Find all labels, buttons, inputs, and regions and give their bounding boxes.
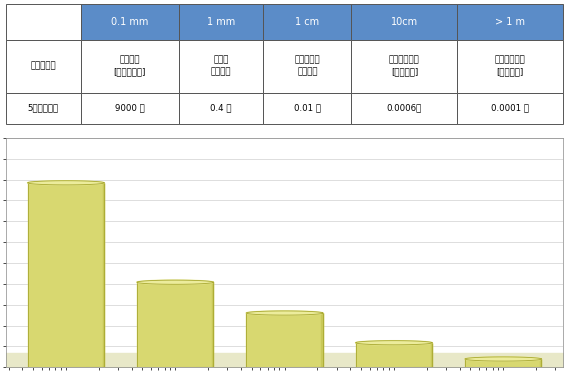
Bar <box>263 93 352 124</box>
Text: 5年間衝突数: 5年間衝突数 <box>28 104 59 113</box>
Text: 1 mm: 1 mm <box>207 17 235 27</box>
Polygon shape <box>465 357 542 361</box>
Bar <box>352 4 457 40</box>
Polygon shape <box>246 311 323 315</box>
Text: > 1 m: > 1 m <box>496 17 525 27</box>
Bar <box>457 4 563 40</box>
Bar <box>352 40 457 93</box>
Text: 0.4 個: 0.4 個 <box>210 104 232 113</box>
Text: 1 cm: 1 cm <box>295 17 319 27</box>
Text: 機能劣化
[太陽電池等]: 機能劣化 [太陽電池等] <box>114 56 146 76</box>
Text: 0.1 mm: 0.1 mm <box>111 17 149 27</box>
Text: 完全なる破壊
[回避可能]: 完全なる破壊 [回避可能] <box>495 56 526 76</box>
Polygon shape <box>465 359 542 367</box>
Bar <box>457 40 563 93</box>
Bar <box>6 4 81 40</box>
Text: 全機能停止
（全損）: 全機能停止 （全損） <box>295 56 320 76</box>
Bar <box>81 4 179 40</box>
Bar <box>6 40 81 93</box>
Bar <box>81 40 179 93</box>
Text: 完全なる破壊
[回避可能]: 完全なる破壊 [回避可能] <box>389 56 420 76</box>
Polygon shape <box>321 313 323 367</box>
Bar <box>179 4 263 40</box>
Text: 10cm: 10cm <box>391 17 418 27</box>
Bar <box>179 40 263 93</box>
Bar <box>263 4 352 40</box>
Polygon shape <box>246 313 323 367</box>
Text: 9000 個: 9000 個 <box>115 104 145 113</box>
Polygon shape <box>356 341 432 345</box>
Polygon shape <box>540 359 542 367</box>
Bar <box>81 93 179 124</box>
Polygon shape <box>102 183 104 367</box>
Polygon shape <box>212 282 213 367</box>
Text: 衛星の被害: 衛星の被害 <box>31 62 56 71</box>
Polygon shape <box>27 183 104 367</box>
Bar <box>263 40 352 93</box>
Polygon shape <box>27 181 104 185</box>
Bar <box>179 93 263 124</box>
Polygon shape <box>356 343 432 367</box>
Bar <box>457 93 563 124</box>
Bar <box>6 93 81 124</box>
Bar <box>352 93 457 124</box>
Polygon shape <box>431 343 432 367</box>
Text: 0.0001 個: 0.0001 個 <box>492 104 529 113</box>
Polygon shape <box>137 282 213 367</box>
Text: 部分的
機能喪失: 部分的 機能喪失 <box>211 56 231 76</box>
Text: 0.0006個: 0.0006個 <box>387 104 422 113</box>
Text: 0.01 個: 0.01 個 <box>294 104 321 113</box>
Polygon shape <box>137 280 213 284</box>
